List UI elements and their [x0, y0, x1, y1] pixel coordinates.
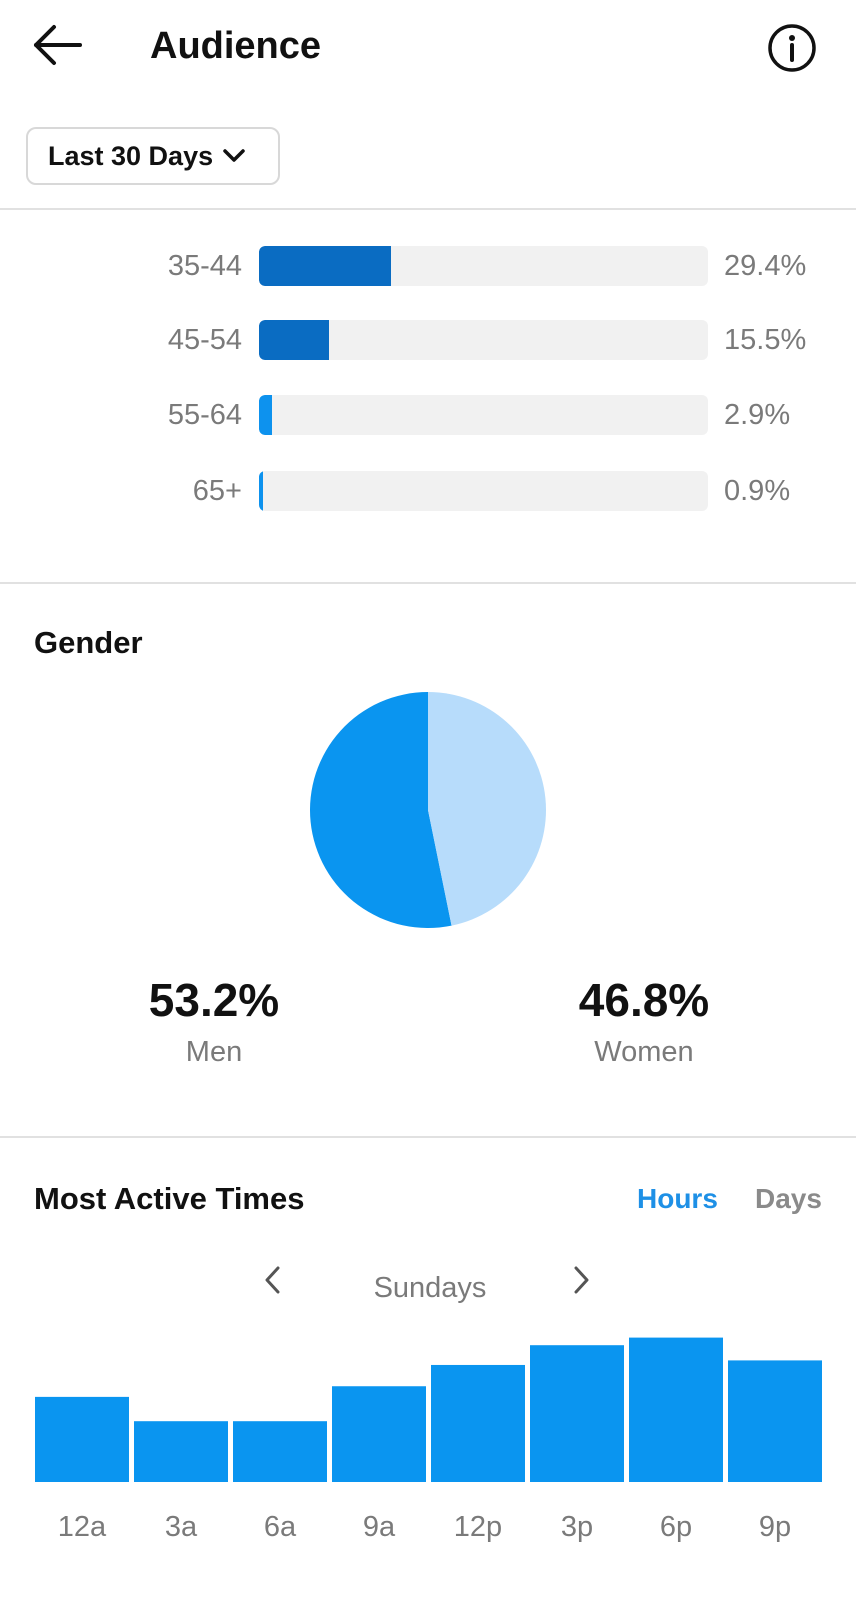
- age-bar-track: [259, 395, 708, 435]
- activity-bar: [728, 1360, 822, 1482]
- x-tick-label: 9p: [759, 1511, 791, 1543]
- age-bar-track: [259, 471, 708, 511]
- arrow-left-icon: [34, 25, 82, 65]
- date-range-label: Last 30 Days: [48, 140, 214, 171]
- previous-day-button[interactable]: [258, 1262, 288, 1298]
- age-bar-track: [259, 246, 708, 286]
- men-percent: 53.2%: [148, 974, 280, 1026]
- tab-hours[interactable]: Hours: [637, 1183, 718, 1214]
- activity-bar: [431, 1364, 525, 1482]
- gender-pie-chart: [309, 692, 546, 928]
- x-tick-label: 6a: [264, 1511, 297, 1543]
- date-range-dropdown[interactable]: Last 30 Days: [26, 127, 280, 185]
- day-label: Sundays: [373, 1272, 487, 1304]
- gender-section-title: Gender: [34, 625, 143, 660]
- age-label: 45-54: [167, 324, 242, 356]
- age-bar-fill: [259, 320, 329, 360]
- women-percent: 46.8%: [578, 974, 710, 1026]
- activity-bar: [233, 1421, 327, 1482]
- x-tick-label: 12a: [58, 1511, 107, 1543]
- activity-bar: [629, 1337, 723, 1482]
- activity-bar: [332, 1386, 426, 1482]
- info-icon: [768, 24, 816, 72]
- tab-days[interactable]: Days: [755, 1183, 822, 1214]
- chevron-left-icon: [265, 1266, 280, 1294]
- activity-bar: [35, 1396, 129, 1482]
- age-bar-fill: [259, 395, 273, 435]
- age-percent: 29.4%: [724, 250, 807, 282]
- next-day-button[interactable]: [566, 1262, 596, 1298]
- age-label: 55-64: [167, 399, 242, 431]
- activity-bar: [134, 1421, 228, 1482]
- active-times-bar-chart: 12a 3a 6a 9a 12p 3p 6p 9p: [35, 1337, 822, 1543]
- page-title: Audience: [150, 25, 322, 67]
- pie-slice-men: [309, 692, 452, 928]
- x-tick-label: 12p: [454, 1511, 502, 1543]
- age-label: 65+: [192, 475, 242, 507]
- men-label: Men: [185, 1036, 243, 1068]
- back-button[interactable]: [28, 20, 88, 70]
- women-label: Women: [594, 1036, 694, 1068]
- divider: [0, 1136, 856, 1138]
- age-bar-fill: [259, 246, 391, 286]
- activity-bar: [530, 1345, 624, 1482]
- age-percent: 15.5%: [724, 324, 807, 356]
- age-label: 35-44: [167, 250, 242, 282]
- age-bar-track: [259, 320, 708, 360]
- x-tick-label: 3a: [165, 1511, 198, 1543]
- chevron-down-icon: [223, 149, 245, 162]
- x-tick-label: 3p: [561, 1511, 593, 1543]
- age-percent: 2.9%: [724, 399, 791, 431]
- divider: [0, 582, 856, 584]
- chevron-right-icon: [574, 1266, 589, 1294]
- x-tick-label: 9a: [363, 1511, 396, 1543]
- divider: [0, 208, 856, 210]
- age-bar-fill: [259, 471, 264, 511]
- info-button[interactable]: [766, 22, 818, 74]
- age-percent: 0.9%: [724, 475, 791, 507]
- pie-slice-women: [428, 692, 546, 926]
- x-tick-label: 6p: [660, 1511, 692, 1543]
- active-times-title: Most Active Times: [34, 1181, 305, 1216]
